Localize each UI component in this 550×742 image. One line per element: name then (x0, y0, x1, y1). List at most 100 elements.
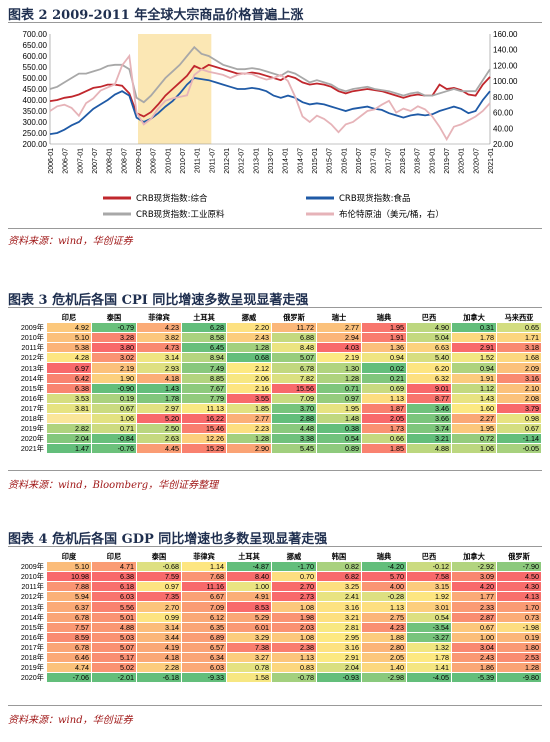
table-cell: -0.79 (91, 322, 137, 334)
table-cell: 6.01 (226, 621, 272, 633)
table-cell: 8.40 (226, 571, 272, 583)
table-cell: 3.70 (271, 402, 317, 414)
table-cell: -1.14 (496, 433, 542, 445)
table-cell: 2.82 (46, 423, 92, 435)
table-cell: 0.67 (451, 621, 497, 633)
column-header: 印尼 (91, 550, 137, 563)
row-label: 2018年 (8, 412, 47, 425)
figure-3-source: 资料来源：wind，Bloomberg，华创证券整理 (8, 480, 219, 491)
table-cell: 1.13 (271, 651, 317, 664)
table-cell: 4.71 (91, 561, 137, 573)
table-cell: 3.46 (406, 402, 452, 414)
x-axis-tick-label: 2012-01 (224, 148, 231, 174)
table-cell: 8.48 (271, 342, 317, 354)
table-cell: 3.16 (316, 601, 362, 613)
table-cell: 0.67 (91, 402, 137, 414)
figure-3-title: 图表 3 危机后各国 CPI 同比增速多数呈现显著走强 (8, 293, 309, 308)
table-row: 2015年 7.57 4.88 3.14 6.35 6.01 2.03 2.81 4.23 -3.… (8, 621, 542, 633)
row-label: 2011年 (8, 581, 47, 593)
table-cell: 3.02 (91, 352, 137, 364)
table-cell: 1.28 (226, 342, 272, 354)
row-label: 2017年 (8, 641, 47, 653)
table-cell: 3.38 (271, 433, 317, 445)
column-header: 巴西 (406, 550, 452, 563)
table-cell: 8.77 (406, 392, 452, 404)
x-axis-tick-label: 2020-01 (459, 148, 466, 174)
table-cell: 2.70 (271, 581, 317, 593)
table-cell: 0.97 (316, 392, 362, 404)
column-header: 菲律宾 (181, 550, 227, 563)
table-cell: 3.01 (406, 601, 452, 613)
row-label: 2013年 (8, 362, 47, 374)
table-cell: 1.98 (271, 611, 317, 623)
table-cell: 0.54 (406, 611, 452, 623)
table-cell: 1.13 (361, 392, 407, 404)
table-cell: 6.03 (181, 662, 227, 674)
left-axis-tick-label: 550.00 (23, 63, 48, 72)
table-cell: 1.95 (451, 423, 497, 435)
table-cell: 5.04 (406, 332, 452, 344)
row-label: 2019年 (8, 423, 47, 435)
table-row: 2015年 6.38 -0.90 1.43 7.67 2.16 15.56 0.71 0.69 9… (8, 382, 542, 394)
gdp-heatmap-table: 印度 印尼 泰国 菲律宾 土耳其 挪威 韩国 瑞典 巴西 加拿大 俄罗斯 2009年 5.10 4.71-… (8, 550, 542, 684)
table-cell: 2.88 (271, 412, 317, 425)
table-cell: -0.78 (271, 672, 317, 684)
table-cell: 2.43 (226, 332, 272, 344)
table-cell: 7.09 (271, 392, 317, 404)
table-cell: 6.28 (181, 322, 227, 334)
table-cell: 4.90 (406, 322, 452, 334)
table-row: 2019年 4.74 5.02 2.28 6.03 0.78 0.83 2.04 1.40 1.4… (8, 662, 542, 674)
x-axis-tick-label: 2006-01 (48, 148, 55, 174)
row-label: 2015年 (8, 382, 47, 394)
column-header: 泰国 (136, 550, 182, 563)
x-axis-tick-label: 2019-07 (444, 148, 451, 174)
table-cell: -0.93 (316, 672, 362, 684)
table-cell: 4.28 (46, 352, 92, 364)
table-cell: 1.85 (361, 443, 407, 455)
table-row: 2018年 6.46 5.17 4.18 6.34 3.27 1.13 2.91 2.05 1.7… (8, 651, 542, 664)
table-cell: 2.19 (91, 362, 137, 374)
row-label: 2021年 (8, 443, 47, 455)
table-cell: 1.95 (361, 322, 407, 334)
table-cell: 3.04 (451, 641, 497, 653)
table-cell: 1.52 (451, 352, 497, 364)
table-cell: 6.34 (181, 651, 227, 664)
x-axis-tick-label: 2017-07 (385, 148, 392, 174)
row-label: 2017年 (8, 402, 47, 414)
left-axis-tick-label: 200.00 (23, 140, 48, 149)
table-cell: 6.03 (91, 591, 137, 603)
table-cell: 8.59 (46, 631, 92, 643)
right-axis-tick-label: 100.00 (493, 77, 518, 86)
table-cell: 2.38 (271, 641, 317, 653)
table-cell: 2.50 (136, 423, 182, 435)
table-cell: 0.89 (316, 443, 362, 455)
table-cell: 2.03 (271, 621, 317, 633)
table-cell: 0.73 (496, 611, 542, 623)
table-cell: 1.87 (361, 402, 407, 414)
row-label: 2009年 (8, 561, 47, 573)
series-line (49, 63, 491, 118)
right-axis-tick-label: 40.00 (493, 124, 514, 133)
column-header: 瑞典 (361, 550, 407, 563)
table-cell: 0.54 (316, 433, 362, 445)
x-axis-tick-label: 2013-01 (253, 148, 260, 174)
table-cell: 1.47 (46, 443, 92, 455)
table-cell: 3.29 (226, 631, 272, 643)
table-cell: 2.19 (316, 352, 362, 364)
commodity-price-line-chart: 200.00 250.00 300.00 350.00 400.00 450.00 500.… (23, 30, 518, 220)
table-cell: 4.18 (136, 372, 182, 384)
table-cell: 1.28 (226, 433, 272, 445)
table-cell: 6.88 (271, 332, 317, 344)
table-cell: 5.38 (46, 342, 92, 354)
table-cell: 3.18 (496, 342, 542, 354)
table-cell: 0.38 (316, 423, 362, 435)
table-cell: 5.07 (91, 641, 137, 653)
row-label: 2014年 (8, 372, 47, 384)
table-cell: -6.18 (136, 672, 182, 684)
column-header: 菲律宾 (136, 311, 182, 324)
legend-label: CRB现货指数:综合 (136, 193, 208, 204)
series-line (49, 45, 491, 104)
table-cell: 4.18 (136, 651, 182, 664)
table-cell: 1.08 (271, 601, 317, 613)
table-cell: 8.85 (181, 372, 227, 384)
